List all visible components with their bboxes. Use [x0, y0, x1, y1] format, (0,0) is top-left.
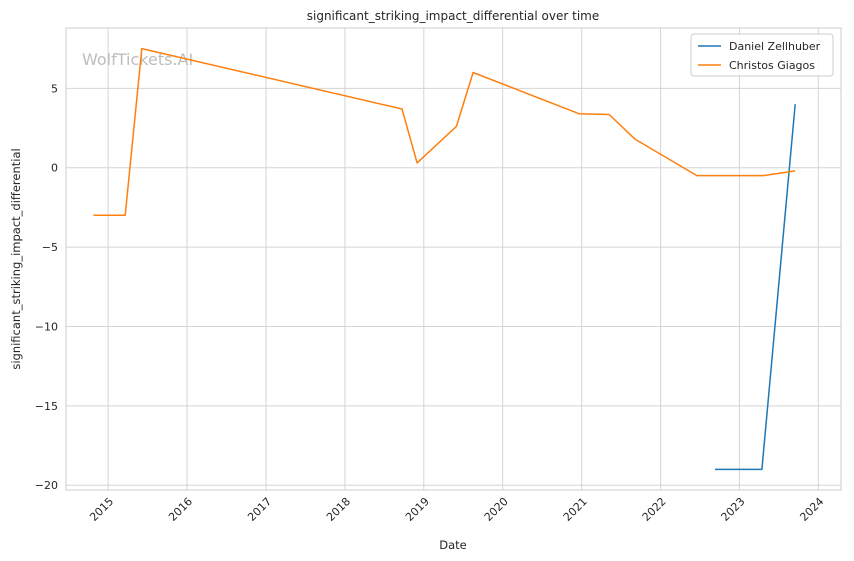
grid	[66, 28, 841, 490]
legend-label-daniel-zellhuber: Daniel Zellhuber	[729, 40, 821, 53]
legend-label-christos-giagos: Christos Giagos	[729, 59, 815, 72]
x-tick-label: 2017	[245, 495, 274, 524]
plot-frame	[65, 27, 842, 491]
chart-title: significant_striking_impact_differential…	[307, 9, 599, 23]
y-tick-label: −10	[35, 320, 58, 333]
x-tick-label: 2016	[166, 495, 195, 524]
y-tick-label: −20	[35, 479, 58, 492]
y-ticks: 5 0 −5 −10 −15 −20	[35, 82, 58, 492]
x-tick-label: 2023	[719, 495, 748, 524]
y-tick-label: −5	[42, 241, 58, 254]
x-tick-label: 2024	[797, 495, 826, 524]
watermark: WolfTickets.AI	[82, 50, 193, 69]
x-ticks: 2015 2016 2017 2018 2019 2020 2021 2022 2023 2024	[87, 495, 826, 524]
x-tick-label: 2020	[482, 495, 511, 524]
series-line-daniel-zellhuber	[715, 104, 796, 471]
y-tick-label: −15	[35, 400, 58, 413]
x-tick-label: 2021	[561, 495, 590, 524]
y-tick-label: 5	[51, 82, 58, 95]
series-layer	[93, 47, 796, 471]
x-tick-label: 2019	[403, 495, 432, 524]
y-axis-label: significant_striking_impact_differential	[9, 148, 23, 369]
legend: Daniel Zellhuber Christos Giagos	[690, 33, 834, 77]
y-tick-label: 0	[51, 162, 58, 175]
series-line-christos-giagos	[93, 47, 796, 217]
x-axis-label: Date	[439, 538, 467, 552]
x-tick-label: 2015	[87, 495, 116, 524]
legend-box	[690, 33, 834, 77]
x-tick-label: 2018	[324, 495, 353, 524]
x-tick-label: 2022	[640, 495, 669, 524]
